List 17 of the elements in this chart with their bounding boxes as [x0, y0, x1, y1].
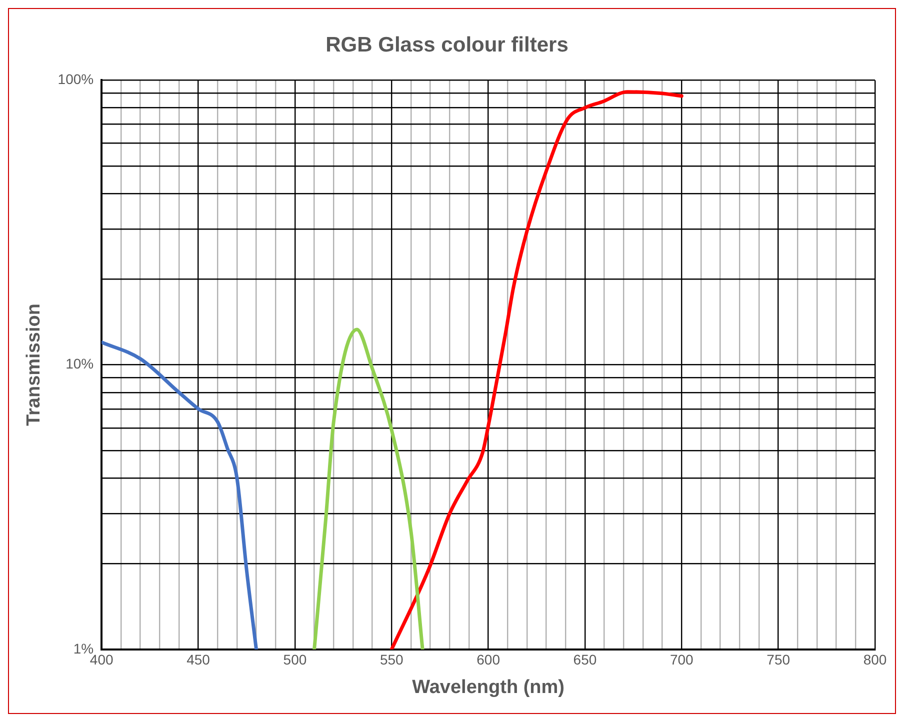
- line-series: [390, 90, 684, 650]
- y-tick-label: 100%: [58, 71, 94, 88]
- x-axis-title: Wavelength (nm): [412, 676, 564, 698]
- x-tick-label: 450: [186, 652, 210, 668]
- x-tick-label: 650: [573, 652, 597, 668]
- line-series: [312, 328, 424, 650]
- y-tick-label: 10%: [66, 356, 94, 372]
- x-tick-label: 750: [766, 652, 790, 668]
- chart-title: RGB Glass colour filters: [326, 33, 568, 56]
- y-tick-label: 1%: [73, 640, 94, 656]
- x-tick-label: 700: [670, 652, 694, 668]
- x-tick-label: 500: [283, 652, 307, 668]
- line-series: [102, 340, 258, 650]
- x-tick-label: 550: [380, 652, 404, 668]
- y-axis-title: Transmission: [24, 304, 45, 426]
- x-tick-label: 800: [863, 652, 887, 668]
- x-tick-label: 600: [476, 652, 500, 668]
